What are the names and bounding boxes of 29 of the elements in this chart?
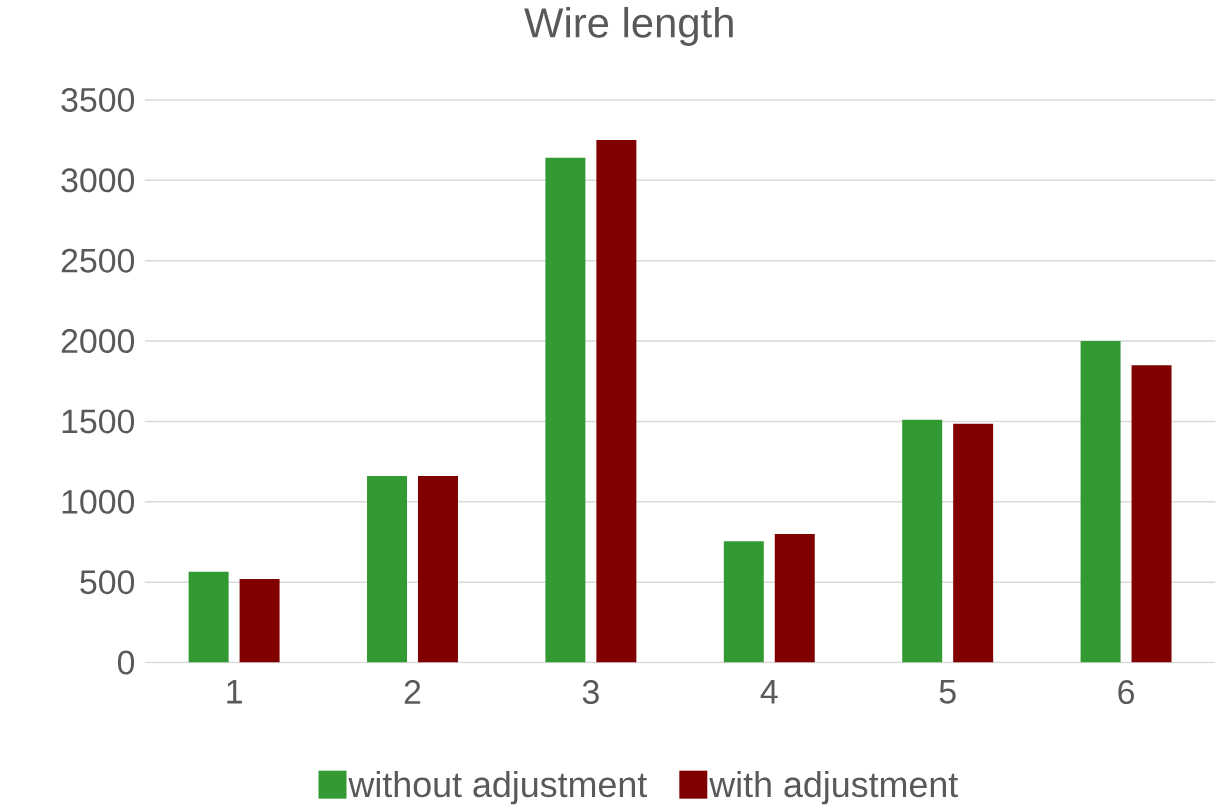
bar [596,139,637,663]
bar [902,419,943,663]
bar [545,157,586,663]
x-tick-label: 3 [582,679,599,704]
y-tick-label: 2500 [61,248,135,273]
y-tick-label: 500 [80,569,135,594]
y-tick-label: 1000 [62,489,135,514]
x-tick-label: 2 [404,679,421,704]
bar [367,475,407,663]
legend-label: without adjustment [348,770,648,805]
y-tick-label: 3500 [61,87,135,112]
bar [188,571,229,663]
x-tick-label: 6 [1118,679,1134,704]
bar [774,533,815,663]
y-tick-label: 0 [117,650,135,675]
x-tick-label: 5 [939,679,956,704]
bar [953,423,994,663]
legend-label: with adjustment [709,770,958,805]
bar [1131,364,1172,663]
y-tick-label: 2000 [61,328,135,353]
x-tick-label: 4 [760,679,778,704]
bar [418,475,458,663]
bar [239,578,280,663]
y-tick-label: 3000 [61,168,135,193]
y-tick-label: 1500 [62,409,135,434]
x-tick-label: 1 [227,679,242,704]
chart-title: Wire length [524,6,733,46]
bar [723,540,764,663]
bar [1080,340,1121,663]
